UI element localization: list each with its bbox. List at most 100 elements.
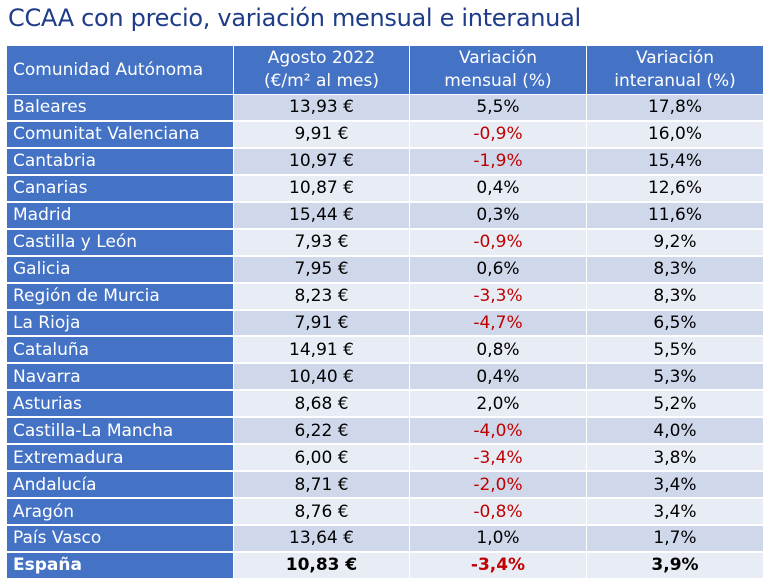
- cell-comunidad: Asturias: [6, 389, 234, 419]
- cell-precio: 7,95 €: [233, 255, 410, 284]
- header-interanual-line1: Variación: [635, 48, 715, 68]
- table-row: Aragón 8,76 € -0,8% 3,4%: [6, 497, 764, 526]
- cell-precio: 7,93 €: [233, 228, 410, 257]
- table-row: Navarra 10,40 €0,4% 5,3%: [6, 362, 764, 392]
- table-header: Comunidad Autónoma Agosto 2022 (€/m² al …: [6, 45, 764, 95]
- cell-comunidad: Castilla-La Mancha: [6, 416, 234, 446]
- header-comunidad: Comunidad Autónoma: [6, 45, 234, 95]
- header-variacion-interanual: Variación interanual (%): [586, 45, 764, 95]
- cell-variacion-mensual: 0,3%: [409, 201, 587, 230]
- cell-comunidad: Comunitat Valenciana: [6, 120, 234, 149]
- cell-precio: 10,40 €: [233, 362, 410, 392]
- cell-comunidad: Extremadura: [6, 443, 234, 473]
- cell-precio: 13,93 €: [233, 93, 410, 122]
- header-precio: Agosto 2022 (€/m² al mes): [233, 45, 410, 95]
- cell-variacion-interanual: 5,3%: [586, 362, 764, 392]
- cell-variacion-mensual: 0,6%: [409, 255, 587, 284]
- table-row: Región de Murcia 8,23 € -3,3% 8,3%: [6, 282, 764, 311]
- cell-precio: 7,91 €: [233, 309, 410, 338]
- table-row: País Vasco 13,64 €1,0% 1,7%: [6, 524, 764, 553]
- cell-comunidad: Cantabria: [6, 147, 234, 176]
- cell-comunidad: Aragón: [6, 497, 234, 526]
- table-row: Galicia 7,95 €0,6% 8,3%: [6, 255, 764, 284]
- cell-comunidad: Cataluña: [6, 335, 234, 365]
- cell-variacion-interanual: 12,6%: [586, 174, 764, 203]
- total-row: España 10,83 € -3,4% 3,9%: [6, 551, 764, 580]
- header-mensual-line2: mensual (%): [444, 71, 552, 91]
- cell-comunidad: Región de Murcia: [6, 282, 234, 311]
- cell-variacion-mensual: -0,9%: [409, 120, 587, 149]
- table-row: Andalucía 8,71 € -2,0% 3,4%: [6, 470, 764, 500]
- header-row: Comunidad Autónoma Agosto 2022 (€/m² al …: [6, 45, 764, 95]
- cell-variacion-mensual: -4,0%: [409, 416, 587, 446]
- header-variacion-mensual: Variación mensual (%): [409, 45, 587, 95]
- header-precio-line1: Agosto 2022: [267, 48, 376, 68]
- cell-comunidad: País Vasco: [6, 524, 234, 553]
- cell-variacion-interanual: 16,0%: [586, 120, 764, 149]
- cell-precio: 8,68 €: [233, 389, 410, 419]
- table-row: Baleares 13,93 €5,5% 17,8%: [6, 93, 764, 122]
- header-precio-line2: (€/m² al mes): [263, 71, 379, 91]
- cell-variacion-interanual: 17,8%: [586, 93, 764, 122]
- cell-precio: 8,71 €: [233, 470, 410, 500]
- cell-comunidad: Baleares: [6, 93, 234, 122]
- table-row: Madrid 15,44 €0,3% 11,6%: [6, 201, 764, 230]
- cell-variacion-interanual: 9,2%: [586, 228, 764, 257]
- cell-variacion-mensual: -0,8%: [409, 497, 587, 526]
- page-title: CCAA con precio, variación mensual e int…: [8, 4, 581, 32]
- cell-variacion-mensual: -2,0%: [409, 470, 587, 500]
- cell-comunidad: Navarra: [6, 362, 234, 392]
- cell-precio: 10,87 €: [233, 174, 410, 203]
- cell-variacion-mensual: 0,8%: [409, 335, 587, 365]
- cell-comunidad: Canarias: [6, 174, 234, 203]
- cell-variacion-interanual: 1,7%: [586, 524, 764, 553]
- cell-precio: 15,44 €: [233, 201, 410, 230]
- cell-variacion-mensual: -0,9%: [409, 228, 587, 257]
- cell-variacion-interanual: 8,3%: [586, 282, 764, 311]
- cell-comunidad: Andalucía: [6, 470, 234, 500]
- ccaa-price-table: Comunidad Autónoma Agosto 2022 (€/m² al …: [6, 45, 764, 580]
- cell-variacion-interanual: 3,4%: [586, 497, 764, 526]
- cell-variacion-mensual: 0,4%: [409, 174, 587, 203]
- cell-variacion-interanual: 11,6%: [586, 201, 764, 230]
- cell-precio: 8,23 €: [233, 282, 410, 311]
- table-body: Baleares 13,93 €5,5% 17,8% Comunitat Valenc…: [6, 93, 764, 580]
- cell-precio: 8,76 €: [233, 497, 410, 526]
- cell-variacion-mensual: 1,0%: [409, 524, 587, 553]
- cell-variacion-mensual: -4,7%: [409, 309, 587, 338]
- cell-precio: 6,00 €: [233, 443, 410, 473]
- cell-variacion-interanual: 15,4%: [586, 147, 764, 176]
- cell-variacion-mensual: -3,3%: [409, 282, 587, 311]
- cell-variacion-interanual: 5,5%: [586, 335, 764, 365]
- table-row: Castilla-La Mancha 6,22 € -4,0% 4,0%: [6, 416, 764, 446]
- cell-variacion-mensual: 2,0%: [409, 389, 587, 419]
- cell-precio: 13,64 €: [233, 524, 410, 553]
- cell-variacion-mensual: 0,4%: [409, 362, 587, 392]
- cell-comunidad: Castilla y León: [6, 228, 234, 257]
- cell-comunidad: La Rioja: [6, 309, 234, 338]
- cell-precio: 9,91 €: [233, 120, 410, 149]
- cell-variacion-mensual: -3,4%: [409, 443, 587, 473]
- cell-variacion-mensual: 5,5%: [409, 93, 587, 122]
- header-interanual-line2: interanual (%): [614, 71, 736, 91]
- cell-comunidad: Galicia: [6, 255, 234, 284]
- table-row: Canarias 10,87 €0,4% 12,6%: [6, 174, 764, 203]
- cell-comunidad: Madrid: [6, 201, 234, 230]
- header-comunidad-label: Comunidad Autónoma: [13, 59, 204, 80]
- table-row: Comunitat Valenciana 9,91 € -0,9% 16,0%: [6, 120, 764, 149]
- cell-precio: 14,91 €: [233, 335, 410, 365]
- cell-variacion-mensual: -1,9%: [409, 147, 587, 176]
- table-row: La Rioja 7,91 € -4,7% 6,5%: [6, 309, 764, 338]
- cell-precio: 10,97 €: [233, 147, 410, 176]
- table-row: Asturias 8,68 €2,0% 5,2%: [6, 389, 764, 419]
- cell-variacion-interanual: 8,3%: [586, 255, 764, 284]
- cell-precio: 6,22 €: [233, 416, 410, 446]
- cell-variacion-mensual: -3,4%: [409, 551, 587, 580]
- table-row: Cantabria 10,97 € -1,9% 15,4%: [6, 147, 764, 176]
- cell-variacion-interanual: 3,8%: [586, 443, 764, 473]
- cell-variacion-interanual: 3,9%: [586, 551, 764, 580]
- table-row: Castilla y León 7,93 € -0,9% 9,2%: [6, 228, 764, 257]
- cell-variacion-interanual: 5,2%: [586, 389, 764, 419]
- cell-variacion-interanual: 4,0%: [586, 416, 764, 446]
- table-row: Cataluña 14,91 €0,8% 5,5%: [6, 335, 764, 365]
